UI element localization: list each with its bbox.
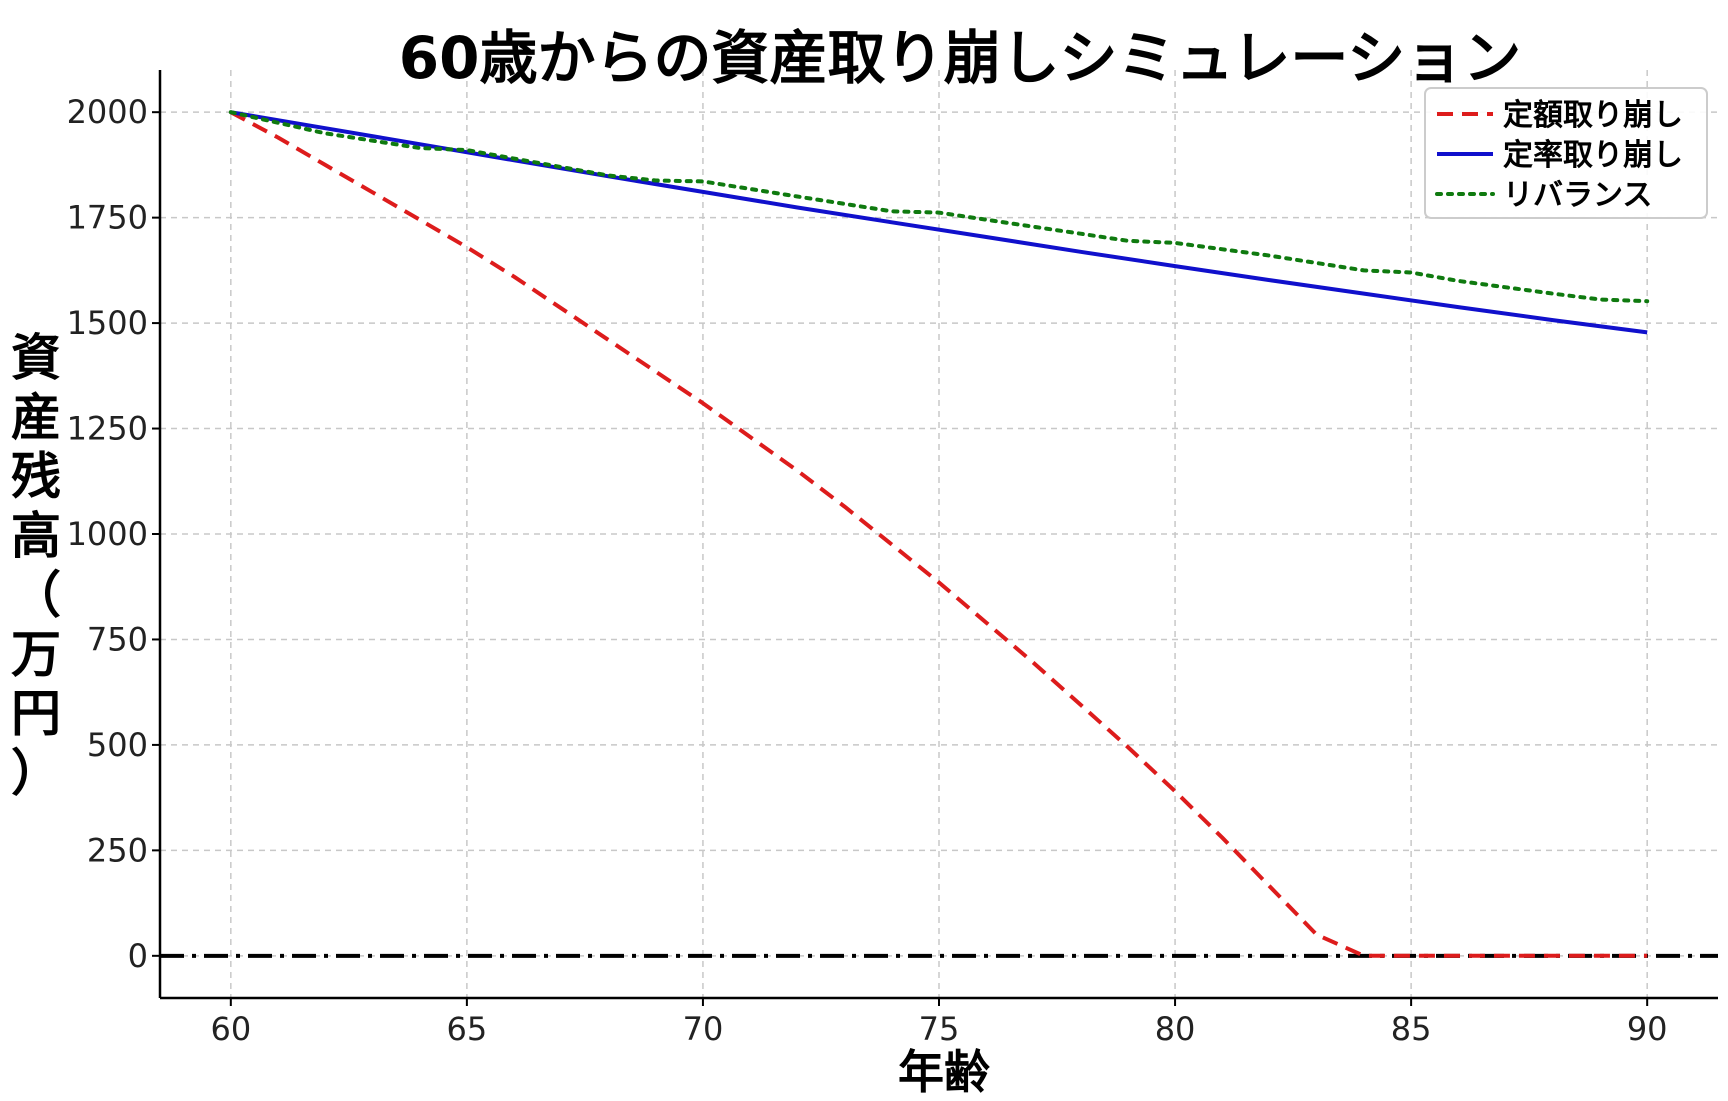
series-line	[230, 110, 1648, 335]
y-tick-label: 1250	[67, 410, 148, 448]
y-axis-label-char: 資	[11, 329, 61, 387]
y-axis-label-char: 産	[11, 388, 61, 446]
x-tick-label: 60	[210, 1010, 251, 1048]
y-tick-label: 0	[128, 937, 148, 975]
chart-title: 60歳からの資産取り崩しシミュレーション	[399, 24, 1521, 92]
y-tick-label: 1000	[67, 515, 148, 553]
legend-box	[1424, 87, 1708, 219]
legend-label: 定率取り崩し	[1503, 138, 1683, 173]
x-tick-label: 65	[447, 1010, 488, 1048]
legend-label: リバランス	[1503, 178, 1652, 213]
series-line	[229, 110, 1648, 958]
y-axis-label-char: ）	[11, 744, 61, 802]
y-axis-label-char: 万	[11, 625, 61, 683]
y-axis-label-char: （	[11, 566, 61, 624]
series-line	[228, 110, 1650, 304]
x-tick-label: 85	[1391, 1010, 1432, 1048]
x-tick-label: 75	[919, 1010, 960, 1048]
legend-label: 定額取り崩し	[1503, 98, 1683, 133]
y-axis-label-char: 残	[11, 448, 61, 506]
tick-labels: 60 65 70 75 80 85 90 0 250 500 750 1000 1250 1500 1750…	[67, 93, 1668, 1048]
x-axis-label: 年齢	[898, 1045, 990, 1099]
y-tick-label: 2000	[67, 93, 148, 131]
x-tick-label: 80	[1155, 1010, 1196, 1048]
y-tick-label: 500	[87, 726, 148, 764]
x-tick-label: 90	[1627, 1010, 1668, 1048]
y-tick-label: 750	[87, 620, 148, 658]
y-tick-label: 1500	[67, 304, 148, 342]
axes	[152, 70, 1718, 1006]
series-lines	[160, 110, 1718, 958]
x-tick-label: 70	[683, 1010, 724, 1048]
y-tick-label: 1750	[67, 199, 148, 237]
y-tick-label: 250	[87, 831, 148, 869]
y-axis-label-char: 円	[11, 685, 61, 743]
y-axis-label-char: 高	[11, 507, 61, 565]
